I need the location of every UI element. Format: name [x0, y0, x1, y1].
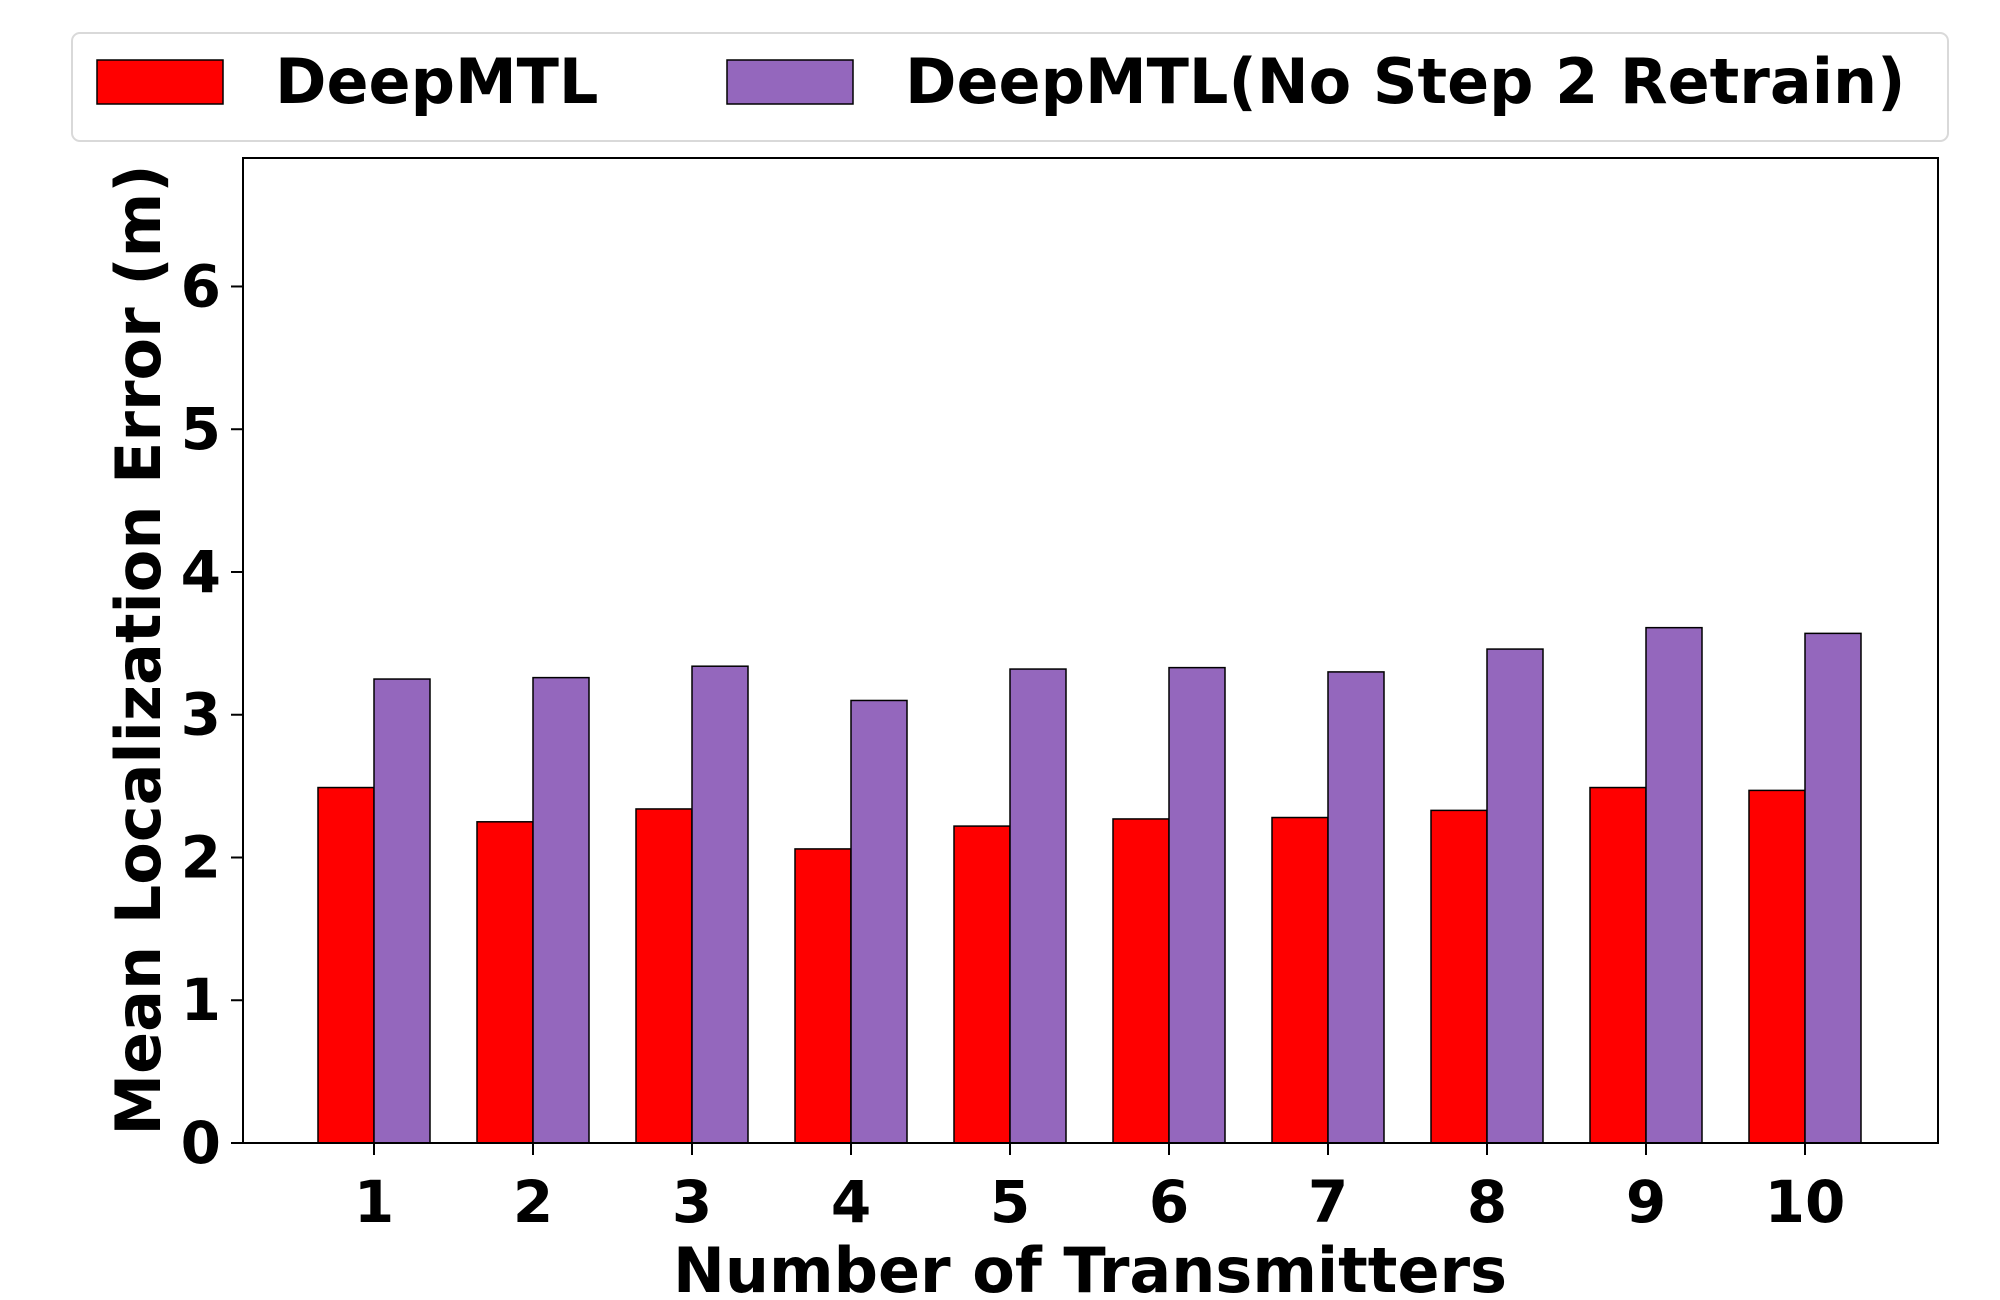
x-tick-label-8: 8 — [1467, 1168, 1507, 1236]
bar-deepmtl-6 — [1112, 818, 1170, 1144]
bar-no-retrain-3 — [691, 665, 749, 1144]
bar-no-retrain-8 — [1486, 648, 1544, 1144]
bar-deepmtl-8 — [1430, 809, 1488, 1144]
bar-no-retrain-9 — [1645, 626, 1703, 1144]
bar-no-retrain-4 — [850, 699, 908, 1144]
bar-deepmtl-2 — [476, 821, 534, 1144]
bar-no-retrain-6 — [1168, 666, 1226, 1144]
x-tick-label-4: 4 — [831, 1168, 871, 1236]
bar-no-retrain-5 — [1009, 668, 1067, 1144]
x-tick-label-1: 1 — [354, 1168, 394, 1236]
x-tick-label-10: 10 — [1765, 1168, 1846, 1236]
x-tick-label-2: 2 — [513, 1168, 553, 1236]
bars-layer — [317, 626, 1862, 1144]
legend: DeepMTL DeepMTL(No Step 2 Retrain) — [71, 32, 1949, 142]
y-axis-title: Mean Localization Error (m) — [102, 164, 175, 1135]
x-tick-label-6: 6 — [1149, 1168, 1189, 1236]
legend-swatch-no-retrain — [726, 59, 854, 105]
bar-no-retrain-10 — [1804, 632, 1862, 1144]
legend-swatch-deepmtl — [96, 59, 224, 105]
y-tick-label-0: 0 — [181, 1109, 221, 1177]
y-axis: 0 1 2 3 4 5 6 — [181, 252, 243, 1177]
y-tick-label-2: 2 — [181, 823, 221, 891]
y-tick-label-6: 6 — [181, 252, 221, 320]
x-tick-label-7: 7 — [1308, 1168, 1348, 1236]
bar-no-retrain-1 — [373, 678, 431, 1144]
x-axis: 1 2 3 4 5 6 7 8 9 10 — [354, 1143, 1846, 1236]
bar-deepmtl-10 — [1748, 789, 1806, 1144]
x-tick-label-5: 5 — [990, 1168, 1030, 1236]
bar-deepmtl-1 — [317, 786, 375, 1144]
x-tick-label-9: 9 — [1626, 1168, 1666, 1236]
bar-deepmtl-5 — [953, 825, 1011, 1144]
x-axis-title: Number of Transmitters — [673, 1234, 1507, 1300]
bar-deepmtl-7 — [1271, 816, 1329, 1144]
bar-deepmtl-9 — [1589, 786, 1647, 1144]
x-tick-label-3: 3 — [672, 1168, 712, 1236]
y-tick-label-4: 4 — [181, 538, 221, 606]
bar-no-retrain-7 — [1327, 671, 1385, 1144]
bar-deepmtl-4 — [794, 848, 852, 1144]
y-tick-label-1: 1 — [181, 966, 221, 1034]
legend-frame — [71, 32, 1949, 142]
y-tick-label-3: 3 — [181, 681, 221, 749]
y-tick-label-5: 5 — [181, 395, 221, 463]
bar-deepmtl-3 — [635, 808, 693, 1144]
legend-label-no-retrain: DeepMTL(No Step 2 Retrain) — [905, 45, 1905, 118]
plot-frame — [242, 157, 1939, 1144]
bar-no-retrain-2 — [532, 676, 590, 1144]
legend-label-deepmtl: DeepMTL — [275, 45, 598, 118]
